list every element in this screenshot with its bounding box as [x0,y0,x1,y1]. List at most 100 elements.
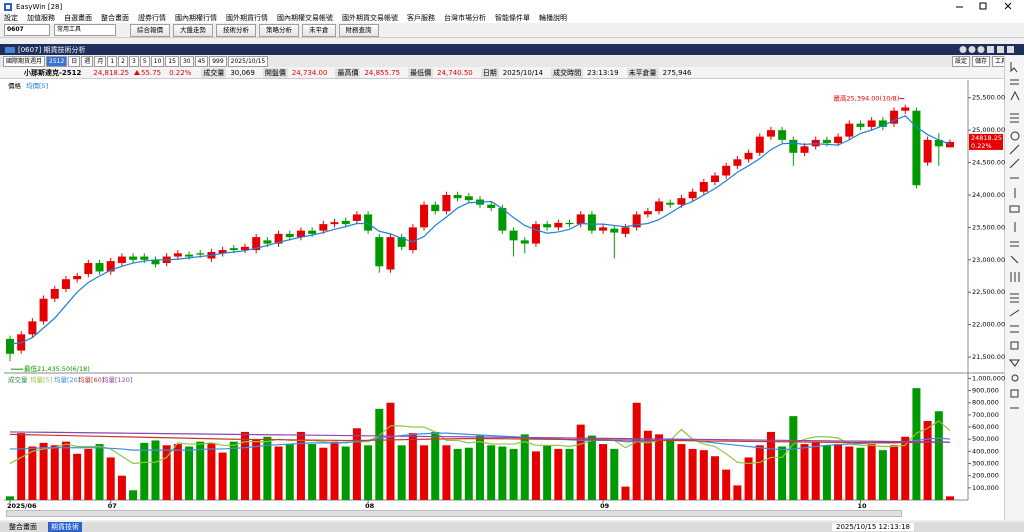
candle-body [811,139,820,147]
toolbar-button[interactable]: 大盤走勢 [173,23,213,37]
volume-bar [28,446,37,500]
code-select[interactable]: 0607 [4,24,50,36]
chart-control[interactable]: 月 [94,56,107,67]
candle-body [61,279,70,289]
menu-item[interactable]: 設定 [4,14,18,22]
volume-bar [576,424,585,500]
volume-bar [73,453,82,500]
menu-item[interactable]: 智能條件單 [495,14,530,22]
volume-bar [655,434,664,500]
candle-body [934,139,943,147]
volume-bar [17,433,26,500]
volume-bar [946,496,954,500]
chart-control[interactable]: 週 [81,56,94,67]
legend-item: 均量[120] [102,375,132,384]
volume-bar [677,444,686,500]
chart-control[interactable]: 10 [150,56,165,67]
y-tick-label: 800,000 [972,399,999,407]
menu-item[interactable]: 證券行情 [138,14,166,22]
candle-body [711,175,719,182]
chart-action[interactable]: 設定 [952,56,971,67]
price-tag-pct: 0.22% [971,142,992,150]
toolbar-button[interactable]: 財務查詢 [338,23,379,37]
candle-body [263,240,272,244]
volume-bar [241,431,249,500]
chart-control[interactable]: 15 [165,56,179,67]
volume-bar [464,447,473,500]
toolbar-button[interactable]: 策略分析 [259,23,299,37]
candle-body [778,130,787,140]
menu-item[interactable]: 加值服務 [27,14,55,22]
candle-body [218,250,227,254]
candle-body [6,338,14,354]
y-tick-label: 900,000 [972,387,999,395]
status-tab[interactable]: 期貨技術 [48,522,82,532]
status-tab[interactable]: 整合畫面 [9,523,37,531]
candle-body [498,207,507,231]
volume-bar [834,444,843,500]
candle-body [453,194,462,199]
candle-body [408,227,417,251]
volume-bar [207,442,216,500]
chart-control[interactable]: 國際期貨週月 [3,56,46,67]
menu-item[interactable]: 國外期貨交易帳號 [342,14,398,22]
volume-bar [610,448,619,500]
chart-control[interactable]: 3 [129,56,139,67]
chart-actions: 設定 儲存 工具 [952,56,1011,67]
menu-item[interactable]: 客戶服務 [407,14,435,22]
drawing-tools [1004,56,1024,520]
toolbar-button[interactable]: 綜合報價 [130,23,170,37]
menu-item[interactable]: 整合畫面 [101,14,129,22]
volume-bar [766,431,775,500]
chart-control[interactable]: 1 [107,56,118,67]
menu-item[interactable]: 國內期權行情 [175,14,217,22]
candle-body [442,194,451,212]
candle-body [867,120,876,127]
candle-body [890,110,899,124]
window-title: EasyWin [28] [16,2,63,11]
tool-icons[interactable] [1005,56,1024,516]
toolbar-button[interactable]: 未平倉 [302,23,336,37]
chart-control[interactable]: 日 [68,56,81,67]
window-controls[interactable] [948,0,1018,13]
menu-item[interactable]: 台灣市場分析 [444,14,486,22]
x-tick-label: 07 [108,502,117,510]
chart-control[interactable]: 999 [209,56,227,67]
panel-title-bar: [0607] 期貨技術分析 [0,44,1024,55]
chart-control[interactable]: 30 [179,56,194,67]
volume-bar [845,446,854,500]
volume-bar [117,475,126,500]
candle-body [744,152,753,160]
chart-control[interactable]: 2 [118,56,128,67]
volume-bar [934,411,943,500]
volume-bar [632,402,641,500]
chart-control[interactable]: 45 [194,56,209,67]
candle-body [845,123,854,137]
menu-item[interactable]: 輪播說明 [539,14,567,22]
candle-body [252,237,261,251]
menu-item[interactable]: 自選畫面 [64,14,92,22]
candle-body [587,214,596,231]
tools-select[interactable]: 常用工具 [54,24,116,36]
candle-body [632,214,641,228]
volume-bar [196,441,205,500]
menu-item[interactable]: 國內期權交易帳號 [277,14,333,22]
candle-body [106,261,115,272]
volume-bar [543,445,552,500]
chart-control[interactable]: 5 [139,56,150,67]
toolbar-button[interactable]: 技術分析 [216,23,256,37]
menu-item[interactable]: 國外期貨行情 [226,14,268,22]
panel-controls[interactable] [958,44,1020,55]
volume-ma-line [10,432,951,451]
toolbar: 0607 常用工具 綜合報價 大盤走勢 技術分析 策略分析 未平倉 財務查詢 [0,23,1024,38]
candle-body [117,256,126,264]
volume-bar [755,445,764,500]
scrollbar[interactable] [6,510,902,517]
field-label: 最低價 [408,67,434,78]
chart-control[interactable]: 2512 [46,56,68,67]
field-label: 成交時間 [551,67,584,78]
field-label: 未平倉量 [626,67,659,78]
candle-body [185,254,194,257]
chart-action[interactable]: 儲存 [972,56,991,67]
chart-control[interactable]: 2025/10/15 [227,56,269,67]
